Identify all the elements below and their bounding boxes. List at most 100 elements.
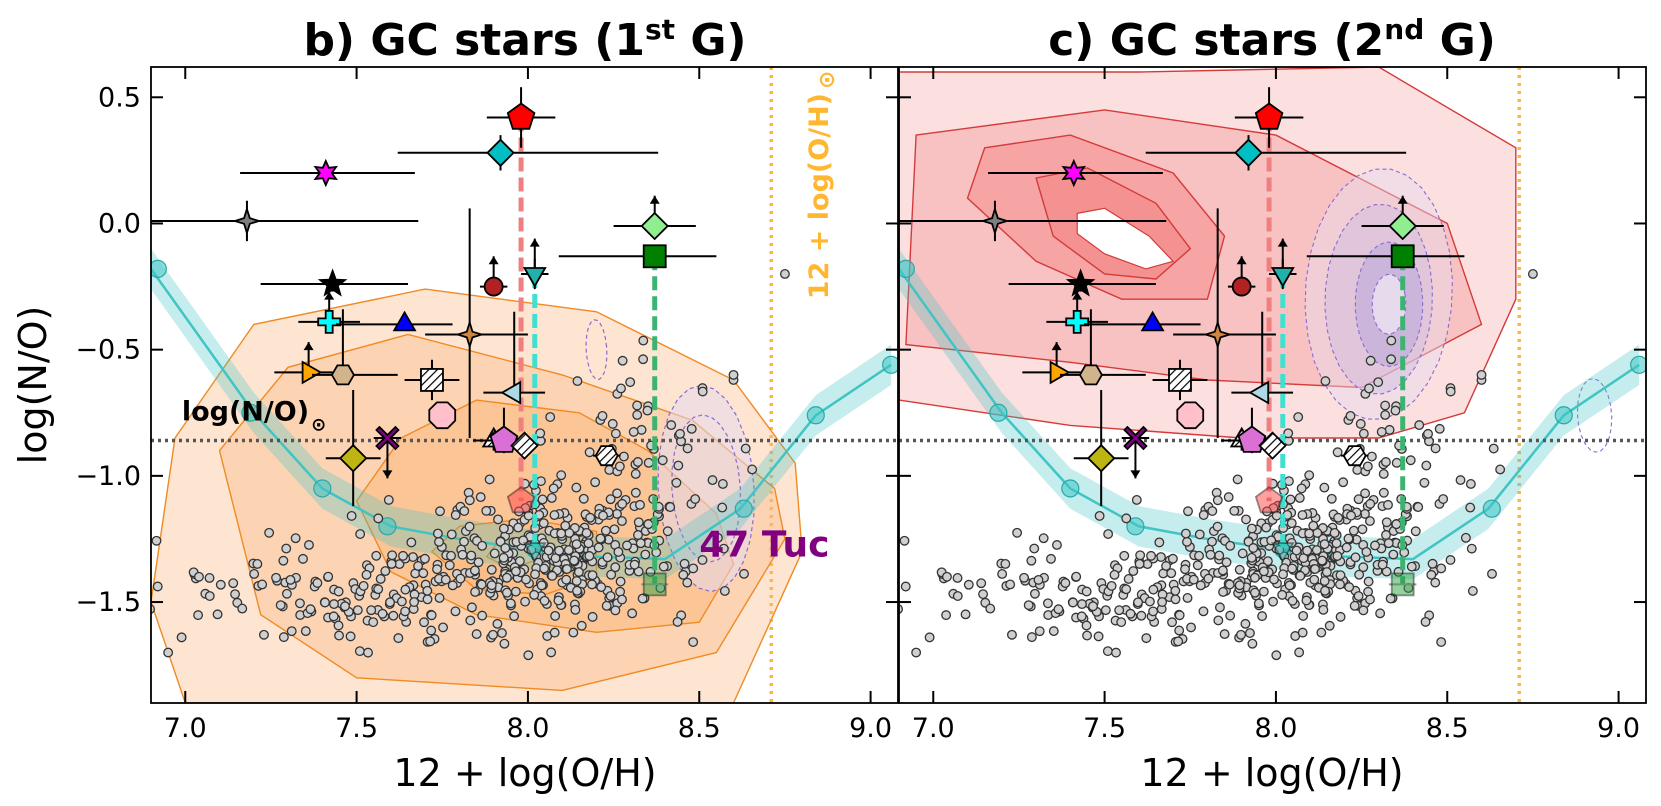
gc-star-point xyxy=(1349,600,1360,611)
gc-star-point xyxy=(346,510,357,521)
gc-star-point xyxy=(484,474,495,485)
gc-star-point xyxy=(572,585,582,596)
gc-star-point xyxy=(1119,550,1130,561)
gc-star-point xyxy=(1125,608,1136,619)
gc-star-point xyxy=(194,571,204,582)
x-tick-label: 8.0 xyxy=(1254,713,1297,744)
gc-star-point xyxy=(1034,626,1045,637)
gc-star-point xyxy=(963,579,974,590)
gc-star-point xyxy=(228,578,239,589)
gc-star-point xyxy=(1370,540,1380,551)
model-track-point xyxy=(313,479,332,498)
y-tick-label: 0.0 xyxy=(98,208,141,239)
gc-star-point xyxy=(1335,611,1346,622)
gc-star-point xyxy=(435,506,445,517)
gc-star-point xyxy=(1332,447,1343,458)
gc-star-point xyxy=(1229,505,1240,516)
galaxy-marker-diamond-olive xyxy=(338,443,368,473)
gc-star-point xyxy=(570,604,581,615)
limit-arrowhead xyxy=(1397,195,1408,204)
gc-star-point xyxy=(470,586,481,597)
galaxy-marker-triangle-down-cyan-faded xyxy=(1270,542,1295,563)
gc-star-point xyxy=(1283,476,1294,487)
gc-star-point xyxy=(1297,510,1308,521)
x-tick-label: 9.0 xyxy=(849,713,892,744)
gc-star-point xyxy=(1364,383,1374,394)
gc-star-point xyxy=(598,510,608,521)
gc-star-point xyxy=(1296,483,1307,494)
gc-star-point xyxy=(672,616,683,627)
gc-star-point xyxy=(450,510,461,520)
gc-star-point xyxy=(538,518,549,529)
gc-star-point xyxy=(1355,418,1366,429)
gc-star-point xyxy=(505,598,516,609)
gc-star-point xyxy=(1406,561,1417,572)
gc-star-point xyxy=(595,533,606,544)
gc-star-point xyxy=(1248,543,1259,553)
gc-star-point xyxy=(1052,540,1062,550)
gc-star-point xyxy=(380,566,391,577)
galaxy-marker-star4-brown xyxy=(454,319,485,350)
gc-star-point xyxy=(536,580,547,591)
gc-star-point xyxy=(1319,482,1330,493)
gc-star-point xyxy=(675,428,685,439)
gc-star-point xyxy=(637,593,648,604)
gc-star-point xyxy=(1380,457,1391,467)
gc-star-point xyxy=(602,552,613,563)
galaxy-marker-diamond-olive xyxy=(1086,443,1116,473)
gc-star-point xyxy=(249,568,260,579)
gc-star-point xyxy=(1421,460,1432,471)
gc-star-point xyxy=(1430,577,1441,588)
gc-star-point xyxy=(475,492,486,503)
galaxy-marker-star5-black xyxy=(1065,268,1096,297)
gc-star-point xyxy=(354,646,365,657)
gc-star-point xyxy=(1203,573,1214,584)
gc-star-point xyxy=(610,562,621,573)
galaxy-marker-square-hatched xyxy=(1168,368,1192,392)
gc-star-point xyxy=(1365,594,1375,605)
gc-star-point xyxy=(1093,631,1104,642)
gc-star-point xyxy=(502,587,512,598)
gc-star-point xyxy=(562,564,572,575)
gc-star-point xyxy=(596,582,607,593)
model-track-point xyxy=(241,403,260,422)
galaxy-marker-star4-gray xyxy=(231,205,262,237)
gc-star-point xyxy=(520,596,531,607)
gc-star-point xyxy=(493,514,503,525)
gc-star-point xyxy=(1365,498,1376,509)
gc-star-point xyxy=(643,457,654,468)
gc-star-point xyxy=(257,579,268,590)
tuc-label: 47 Tuc xyxy=(699,525,829,566)
galaxy-marker-circle-darkred xyxy=(483,276,504,297)
gc-star-point xyxy=(740,443,751,454)
solar-no-label-text: log(N/O) xyxy=(182,396,309,427)
gc-star-point xyxy=(1385,593,1396,604)
gc-star-point xyxy=(1405,455,1416,466)
gc-star-point xyxy=(1141,633,1152,644)
gc-star-point xyxy=(1320,376,1331,387)
gc-star-point xyxy=(584,447,595,458)
gc-star-point xyxy=(285,574,296,585)
gc-star-point xyxy=(718,543,729,554)
gc-star-point xyxy=(1102,646,1113,657)
left-axes-frame xyxy=(150,66,899,704)
gc-star-point xyxy=(375,574,386,584)
gc-star-point xyxy=(1378,469,1389,479)
gc-star-point xyxy=(499,638,510,649)
gc-star-point xyxy=(1366,451,1377,462)
gc-star-point xyxy=(486,564,497,575)
gc-star-point xyxy=(469,565,480,576)
gc-star-point xyxy=(1295,570,1306,581)
gc-star-point xyxy=(434,592,445,603)
gc-star-point xyxy=(176,632,187,643)
galaxy-marker-pentagon-red-faded xyxy=(506,485,536,514)
gc-star-point xyxy=(422,585,433,596)
x-tick-label: 7.5 xyxy=(1083,713,1126,744)
gc-star-point xyxy=(1319,539,1330,550)
gc-star-point xyxy=(1335,579,1345,590)
gc-star-point xyxy=(1358,562,1369,573)
gc-star-point xyxy=(1212,495,1223,506)
gc-star-point xyxy=(1465,502,1476,513)
gc-star-point xyxy=(1285,494,1296,505)
